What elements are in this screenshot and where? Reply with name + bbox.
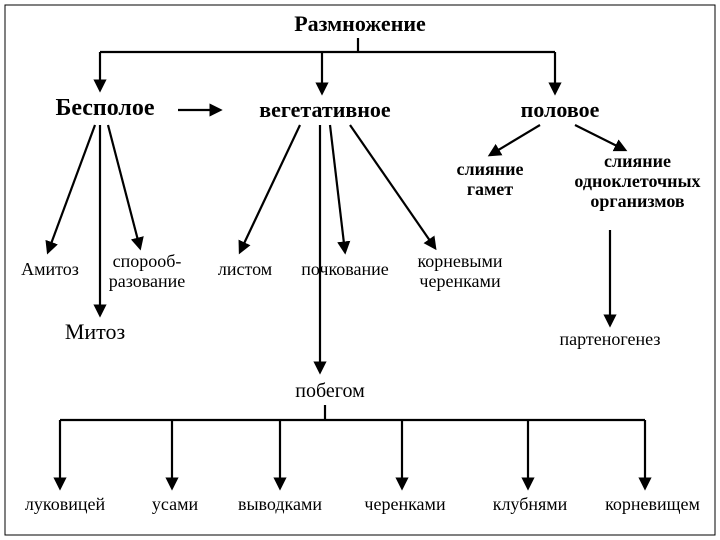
node-veg: вегетативное [230, 98, 420, 122]
node-bulb: луковицей [10, 495, 120, 515]
node-bud: почкование [290, 260, 400, 280]
node-whisker: усами [130, 495, 220, 515]
node-funi: слияние одноклеточных организмов [560, 152, 715, 211]
node-sporo: спорооб- разование [92, 252, 202, 292]
node-sex: половое [490, 98, 630, 122]
node-title: Размножение [260, 12, 460, 36]
node-fgam: слияние гамет [440, 160, 540, 200]
node-asex: Бесполое [40, 95, 170, 121]
node-shoot: побегом [270, 380, 390, 402]
node-tuber: клубнями [475, 495, 585, 515]
node-amitoz: Амитоз [10, 260, 90, 280]
node-rhizome: корневищем [590, 495, 715, 515]
node-parthen: партеногенез [535, 330, 685, 350]
node-brood: выводками [220, 495, 340, 515]
node-rootcut: корневыми черенками [400, 252, 520, 292]
node-leaf: листом [200, 260, 290, 280]
node-cuttings: черенками [350, 495, 460, 515]
node-mitoz: Митоз [50, 320, 140, 344]
